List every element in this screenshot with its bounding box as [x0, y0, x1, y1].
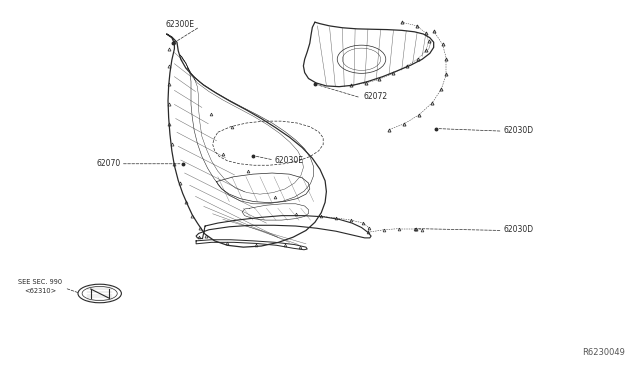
Text: 62030D: 62030D: [504, 225, 534, 234]
Text: 62072: 62072: [364, 92, 388, 101]
Text: 62030E: 62030E: [274, 155, 303, 164]
Text: 62030D: 62030D: [504, 126, 534, 135]
Text: SEE SEC. 990: SEE SEC. 990: [18, 279, 62, 285]
Text: <62310>: <62310>: [24, 288, 56, 294]
Text: 62300E: 62300E: [166, 20, 195, 29]
Text: 62070: 62070: [97, 159, 121, 168]
Text: R6230049: R6230049: [582, 348, 625, 357]
